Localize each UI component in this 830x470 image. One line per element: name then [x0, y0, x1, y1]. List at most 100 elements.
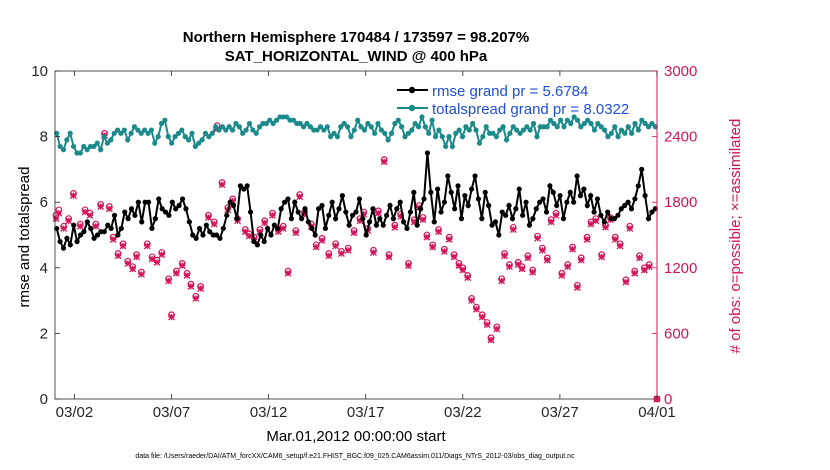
- series-point-rmse: [591, 209, 597, 215]
- y-left-tick-label: 10: [31, 63, 48, 80]
- obs-assimilated-point: [318, 237, 326, 244]
- series-point-rmse: [332, 216, 339, 222]
- series-point-totalspread: [443, 143, 449, 150]
- series-point-rmse: [584, 202, 590, 209]
- series-point-totalspread: [334, 134, 340, 140]
- series-point-rmse: [302, 206, 308, 212]
- series-point-rmse: [285, 196, 291, 202]
- series-point-totalspread: [321, 127, 327, 133]
- axes: 03/02 03/07 03/12 03/17 03/22 03/27 04/0102468…: [31, 63, 697, 421]
- series-point-totalspread: [246, 120, 253, 127]
- obs-assimilated-point: [622, 278, 630, 286]
- series-point-totalspread: [138, 130, 144, 136]
- series-point-rmse: [67, 242, 73, 248]
- series-point-totalspread: [598, 124, 604, 130]
- series-point-rmse: [346, 222, 352, 228]
- series-point-totalspread: [439, 134, 445, 140]
- series-point-totalspread: [270, 120, 276, 127]
- series-point-rmse: [71, 222, 77, 228]
- series-point-totalspread: [158, 120, 165, 127]
- series-point-rmse: [125, 216, 131, 222]
- series-point-totalspread: [493, 134, 499, 140]
- obs-assimilated-point: [498, 277, 506, 285]
- series-point-rmse: [441, 199, 448, 205]
- obs-assimilated-point: [178, 262, 186, 270]
- series-point-totalspread: [233, 120, 239, 127]
- series-point-rmse: [74, 238, 80, 245]
- series-point-totalspread: [571, 114, 577, 120]
- series-point-totalspread: [385, 137, 391, 143]
- series-point-totalspread: [436, 127, 442, 133]
- obs-assimilated-point: [148, 255, 156, 263]
- series-point-totalspread: [615, 134, 621, 140]
- series-point-rmse: [135, 199, 141, 205]
- x-tick-label: 03/27: [541, 404, 579, 421]
- obs-assimilated-point: [105, 205, 113, 213]
- obs-assimilated-point: [598, 253, 606, 261]
- obs-assimilated-point: [325, 252, 333, 260]
- series-point-totalspread: [290, 117, 297, 123]
- legend-totalspread-label: totalspread grand pr = 8.0322: [432, 101, 629, 118]
- obs-assimilated-point: [133, 253, 141, 261]
- series-point-totalspread: [649, 120, 655, 127]
- series-point-rmse: [139, 219, 145, 225]
- series-point-totalspread: [405, 130, 412, 136]
- obs-assimilated-point: [165, 277, 173, 285]
- series-point-totalspread: [632, 120, 638, 127]
- obs-assimilated-point: [119, 242, 127, 250]
- obs-assimilated-point: [69, 192, 77, 200]
- series-point-rmse: [322, 225, 328, 232]
- series-point-rmse: [418, 206, 424, 212]
- series-point-rmse: [179, 196, 186, 202]
- obs-assimilated-point: [385, 253, 393, 261]
- series-point-rmse: [523, 199, 529, 205]
- series-point-rmse: [499, 209, 505, 215]
- series-point-totalspread: [179, 127, 185, 133]
- series-point-rmse: [645, 216, 652, 222]
- series-point-rmse: [390, 216, 397, 222]
- series-point-rmse: [530, 216, 536, 222]
- series-point-rmse: [377, 216, 383, 222]
- obs-assimilated-point: [187, 282, 195, 290]
- obs-assimilated-point: [423, 233, 431, 241]
- series-point-rmse: [632, 196, 638, 202]
- series-point-rmse: [635, 183, 641, 189]
- series-point-rmse: [251, 238, 257, 245]
- obs-assimilated-point: [602, 223, 609, 231]
- series-point-rmse: [128, 206, 135, 212]
- series-point-totalspread: [514, 127, 520, 133]
- obs-assimilated-point: [501, 252, 509, 260]
- series-point-totalspread: [114, 127, 121, 133]
- series-point-totalspread: [84, 147, 90, 153]
- series-point-totalspread: [497, 127, 503, 133]
- series-point-rmse: [336, 206, 342, 212]
- series-point-rmse: [57, 238, 63, 245]
- series-point-totalspread: [473, 127, 479, 133]
- series-point-totalspread: [463, 124, 469, 130]
- chart-title-line2: SAT_HORIZONTAL_WIND @ 400 hPa: [225, 48, 488, 65]
- obs-assimilated-point: [284, 269, 292, 277]
- series-point-totalspread: [145, 130, 151, 136]
- series-point-rmse: [642, 193, 648, 199]
- series-point-totalspread: [419, 114, 425, 120]
- series-point-totalspread: [527, 127, 533, 133]
- obs-assimilated-point: [337, 250, 345, 258]
- series-point-rmse: [339, 193, 345, 199]
- series-point-totalspread: [453, 130, 459, 136]
- x-tick-label: 03/07: [153, 404, 191, 421]
- series-point-rmse: [404, 225, 410, 232]
- series-point-totalspread: [358, 124, 364, 130]
- series-point-rmse: [567, 189, 573, 195]
- obs-assimilated-point: [129, 265, 137, 273]
- series-point-rmse: [298, 216, 305, 222]
- obs-assimilated-point: [518, 265, 526, 273]
- series-point-rmse: [193, 235, 199, 241]
- obs-assimilated-point: [450, 253, 458, 261]
- series-point-totalspread: [382, 130, 388, 136]
- series-point-totalspread: [574, 117, 581, 123]
- obs-assimilated-point: [81, 208, 89, 216]
- series-point-totalspread: [351, 127, 357, 133]
- series-point-rmse: [122, 209, 128, 215]
- series-point-totalspread: [199, 137, 205, 143]
- series-point-totalspread: [304, 120, 310, 127]
